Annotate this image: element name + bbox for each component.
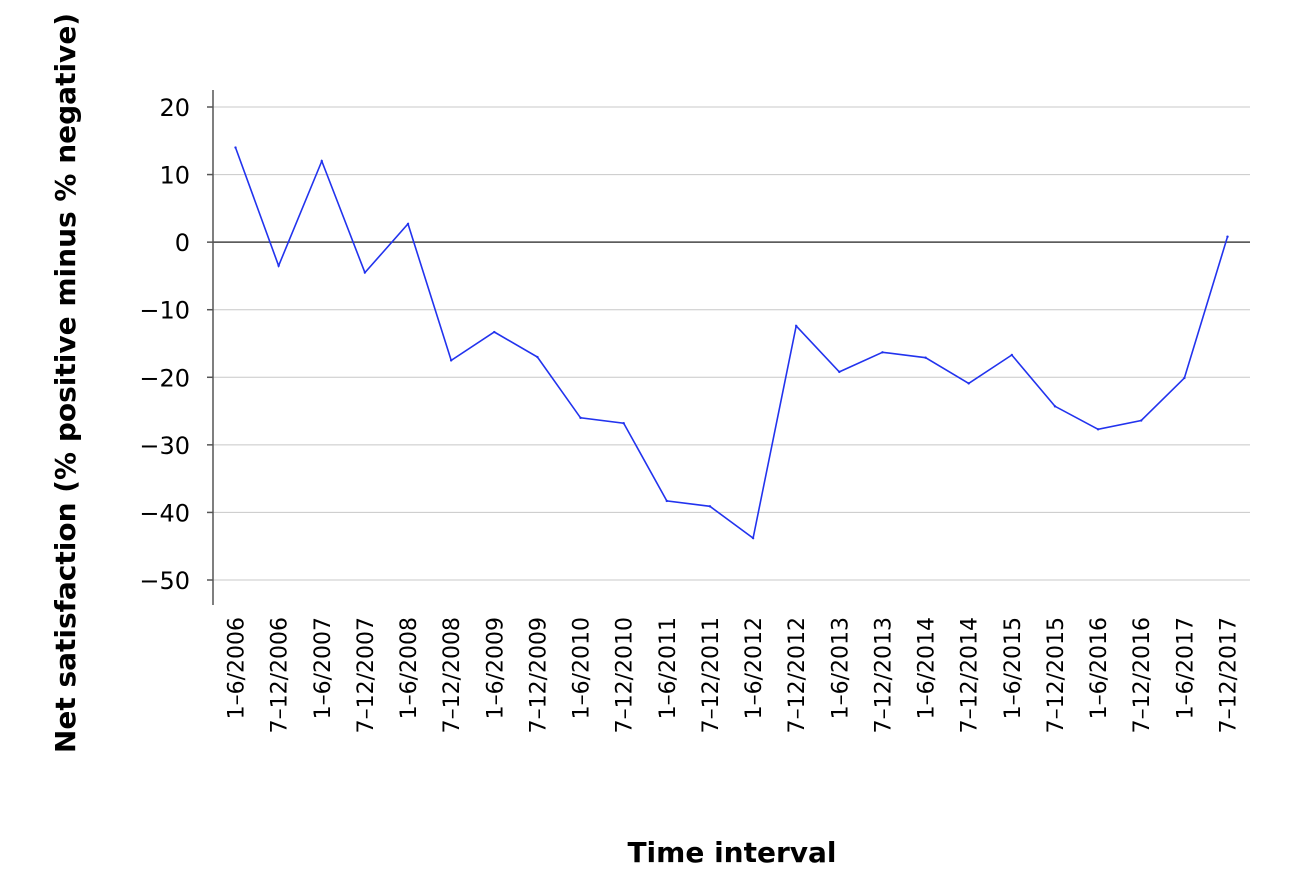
x-axis-title: Time interval (627, 836, 836, 869)
y-tick-labels: 20 10 0 −10 −20 −30 −40 −50 (139, 94, 213, 595)
x-tick-label: 1–6/2010 (570, 617, 595, 719)
data-point (1226, 235, 1229, 238)
data-point (1140, 419, 1143, 422)
x-tick-label: 1–6/2011 (656, 617, 681, 719)
gridlines (213, 106, 1250, 581)
data-point (622, 422, 625, 425)
x-tick-label: 7–12/2010 (613, 617, 638, 733)
x-tick-label: 1–6/2009 (483, 617, 508, 719)
data-point (881, 351, 884, 354)
x-tick-label: 7–12/2016 (1130, 617, 1155, 733)
data-point (363, 271, 367, 274)
x-tick-labels: 1–6/2006 7–12/2006 1–6/2007 7–12/2007 1–6/20… (225, 617, 1242, 733)
y-tick-label: −20 (139, 364, 190, 392)
data-point (320, 159, 323, 163)
data-point (449, 359, 453, 362)
y-tick-label: −40 (139, 499, 190, 527)
data-point (234, 146, 237, 149)
data-point (493, 330, 496, 334)
data-point (967, 382, 970, 385)
x-tick-label: 7–12/2008 (440, 617, 465, 733)
x-tick-label: 7–12/2013 (871, 617, 896, 733)
data-point (794, 324, 798, 328)
x-tick-label: 7–12/2011 (699, 617, 724, 733)
y-tick-label: 20 (159, 94, 190, 122)
x-tick-label: 7–12/2009 (526, 617, 551, 733)
data-point (1053, 405, 1057, 408)
y-tick-label: −30 (139, 432, 190, 460)
data-point (1010, 353, 1014, 357)
y-tick-label: −10 (139, 297, 190, 325)
series-layer (234, 146, 1229, 540)
y-tick-label: 10 (159, 162, 190, 190)
data-point (536, 355, 539, 359)
data-point (1183, 376, 1186, 380)
data-point (406, 222, 410, 226)
x-tick-label: 1–6/2013 (828, 617, 853, 719)
x-tick-label: 7–12/2014 (958, 617, 983, 733)
data-point (579, 416, 582, 420)
x-tick-label: 7–12/2006 (268, 617, 293, 733)
x-tick-label: 7–12/2007 (354, 617, 379, 733)
x-tick-label: 7–12/2015 (1044, 617, 1069, 733)
data-point (1096, 428, 1100, 431)
x-tick-label: 7–12/2017 (1217, 617, 1242, 733)
data-point (751, 536, 755, 540)
data-point (665, 499, 669, 503)
y-tick-label: 0 (175, 229, 190, 257)
x-tick-label: 7–12/2012 (785, 617, 810, 733)
x-tick-label: 1–6/2008 (397, 617, 422, 719)
y-tick-label: −50 (139, 567, 190, 595)
data-point (277, 264, 280, 267)
series-line (234, 147, 1229, 540)
x-tick-label: 1–6/2007 (311, 617, 336, 719)
y-axis-title: Net satisfaction (% positive minus % neg… (49, 13, 82, 753)
data-point (924, 356, 927, 359)
data-point (838, 370, 841, 374)
x-tick-label: 1–6/2016 (1087, 617, 1112, 719)
x-tick-label: 1–6/2006 (225, 617, 250, 719)
data-point (708, 505, 712, 508)
x-tick-label: 1–6/2017 (1173, 617, 1198, 719)
x-tick-label: 1–6/2015 (1001, 617, 1026, 719)
x-tick-label: 1–6/2012 (742, 617, 767, 719)
x-tick-label: 1–6/2014 (915, 617, 940, 719)
